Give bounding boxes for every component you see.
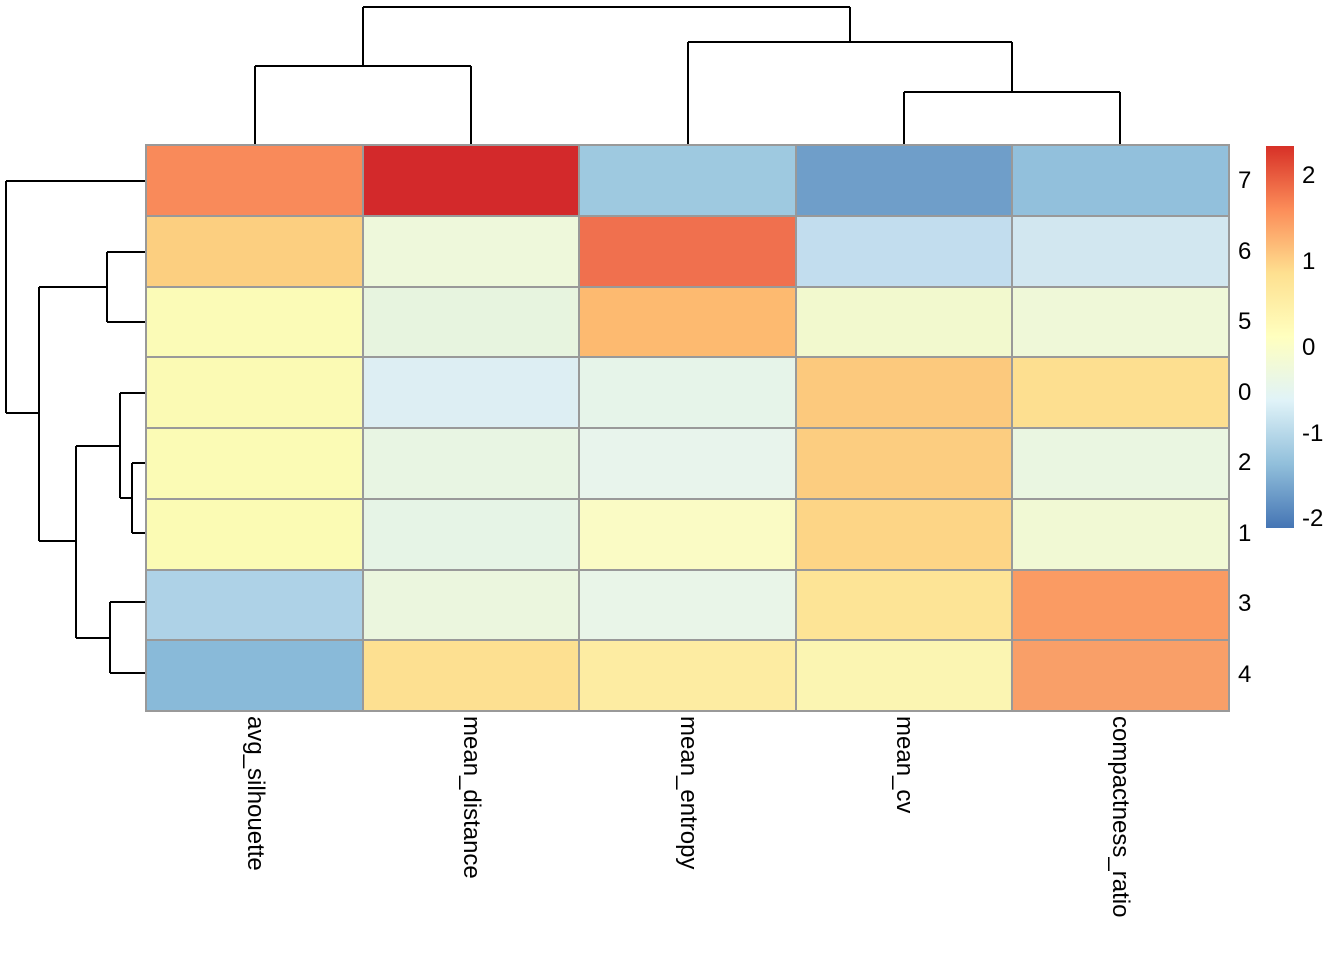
heatmap-cell-row4-mean_entropy [580, 641, 795, 710]
heatmap-cell-row3-mean_distance [363, 570, 579, 640]
heatmap-cell-row4-avg_silhouette [147, 641, 362, 710]
heatmap-cell-row7-compactness_ratio [1013, 146, 1228, 215]
row-label-3: 3 [1238, 590, 1252, 617]
heatmap-cell-row3-mean_entropy [580, 570, 795, 640]
heatmap-cell-row2-mean_entropy [580, 429, 795, 498]
heatmap-cell-row6-mean_entropy [580, 216, 795, 286]
heatmap-cell-row7-mean_cv [796, 146, 1012, 215]
column-label-mean_entropy: mean_entropy [675, 716, 702, 870]
colorbar-tick-label--2: -2 [1302, 505, 1324, 533]
row-label-2: 2 [1238, 449, 1252, 476]
colorbar-tick-label-2: 2 [1302, 162, 1316, 190]
colorbar-tick-label-0: 0 [1302, 333, 1316, 361]
heatmap-cell-row7-mean_entropy [580, 146, 795, 215]
heatmap-cell-row2-compactness_ratio [1013, 429, 1228, 498]
heatmap-cell-row6-compactness_ratio [1013, 216, 1228, 286]
heatmap-cell-row0-mean_cv [796, 358, 1012, 427]
heatmap-cell-row5-compactness_ratio [1013, 287, 1228, 357]
heatmap-cell-row4-mean_cv [796, 641, 1012, 710]
row-label-5: 5 [1238, 308, 1252, 335]
heatmap-grid [145, 144, 1230, 712]
heatmap-cell-row7-avg_silhouette [147, 146, 362, 215]
row-label-1: 1 [1238, 520, 1252, 547]
heatmap-cell-row4-mean_distance [363, 641, 579, 710]
heatmap-cell-row5-mean_cv [796, 287, 1012, 357]
row-label-6: 6 [1238, 238, 1252, 265]
heatmap-cell-row2-avg_silhouette [147, 429, 362, 498]
heatmap-cell-row6-mean_distance [363, 216, 579, 286]
heatmap-cell-row7-mean_distance [363, 146, 579, 215]
row-label-0: 0 [1238, 379, 1252, 406]
heatmap-cell-row2-mean_distance [363, 429, 579, 498]
heatmap-cell-row3-compactness_ratio [1013, 570, 1228, 640]
heatmap-cell-row0-compactness_ratio [1013, 358, 1228, 427]
heatmap-cell-row1-avg_silhouette [147, 499, 362, 569]
colorbar-tick-label--1: -1 [1302, 419, 1324, 447]
heatmap-cell-row3-mean_cv [796, 570, 1012, 640]
column-label-avg_silhouette: avg_silhouette [242, 716, 269, 871]
column-label-compactness_ratio: compactness_ratio [1107, 716, 1134, 918]
heatmap-cell-row0-avg_silhouette [147, 358, 362, 427]
heatmap-cell-row4-compactness_ratio [1013, 641, 1228, 710]
row-label-7: 7 [1238, 167, 1252, 194]
heatmap-cell-row1-mean_cv [796, 499, 1012, 569]
colorbar [1266, 146, 1294, 528]
heatmap-cell-row5-avg_silhouette [147, 287, 362, 357]
heatmap-cell-row3-avg_silhouette [147, 570, 362, 640]
heatmap-cell-row1-compactness_ratio [1013, 499, 1228, 569]
row-label-4: 4 [1238, 661, 1252, 688]
heatmap-cell-row1-mean_entropy [580, 499, 795, 569]
heatmap-cell-row5-mean_distance [363, 287, 579, 357]
heatmap-cell-row0-mean_entropy [580, 358, 795, 427]
column-label-mean_cv: mean_cv [891, 716, 918, 814]
heatmap-cell-row1-mean_distance [363, 499, 579, 569]
column-label-mean_distance: mean_distance [458, 716, 485, 879]
heatmap-cell-row6-mean_cv [796, 216, 1012, 286]
heatmap-cell-row5-mean_entropy [580, 287, 795, 357]
heatmap-cell-row0-mean_distance [363, 358, 579, 427]
heatmap-cell-row2-mean_cv [796, 429, 1012, 498]
heatmap-cell-row6-avg_silhouette [147, 216, 362, 286]
colorbar-tick-label-1: 1 [1302, 247, 1316, 275]
